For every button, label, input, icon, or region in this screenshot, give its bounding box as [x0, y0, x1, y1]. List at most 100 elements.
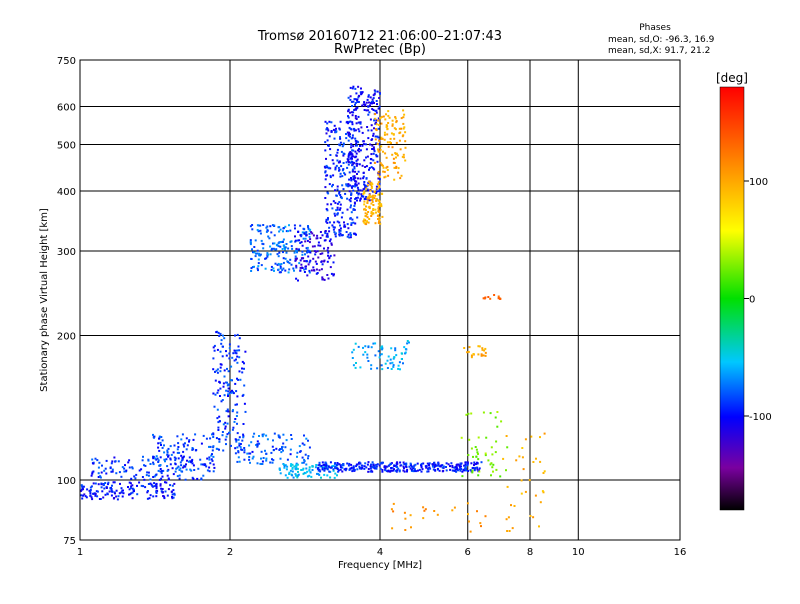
echo-point [468, 438, 471, 441]
echo-point [168, 478, 170, 481]
echo-point [289, 469, 292, 472]
echo-point [339, 175, 342, 178]
echo-point [236, 460, 239, 463]
echo-point [298, 248, 300, 251]
echo-point [404, 146, 407, 149]
echo-point [458, 468, 461, 471]
echo-point [354, 150, 357, 153]
echo-point [296, 467, 299, 470]
echo-point [397, 367, 400, 370]
echo-point [259, 253, 262, 256]
echo-point [300, 241, 303, 244]
echo-point [171, 493, 174, 496]
echo-point [118, 471, 121, 474]
echo-point [338, 160, 341, 163]
echo-point [354, 176, 357, 179]
echo-point [276, 253, 279, 256]
echo-point [130, 492, 133, 495]
echo-point [355, 162, 358, 165]
echo-point [129, 487, 132, 490]
echo-point [379, 353, 382, 356]
echo-point [351, 123, 354, 126]
echo-point [385, 113, 387, 116]
echo-point [324, 186, 327, 189]
echo-point [371, 213, 374, 216]
echo-point [538, 525, 540, 528]
echo-point [475, 455, 478, 458]
echo-point [159, 470, 162, 473]
echo-point [330, 130, 333, 133]
echo-point [341, 175, 344, 178]
echo-point [373, 127, 375, 130]
echo-point [236, 349, 239, 352]
echo-point [374, 354, 377, 357]
echo-point [192, 438, 195, 441]
echo-point [288, 471, 291, 474]
echo-point [342, 188, 345, 191]
echo-point [349, 200, 352, 203]
echo-point [487, 459, 490, 462]
echo-point [354, 222, 357, 225]
echo-point [293, 269, 295, 272]
echo-point [147, 474, 150, 477]
echo-point [351, 157, 353, 160]
echo-point [262, 433, 265, 436]
echo-point [367, 113, 370, 116]
echo-point [334, 462, 337, 465]
echo-point [323, 469, 326, 472]
echo-point [366, 155, 369, 158]
echo-point [143, 464, 145, 467]
echo-point [343, 172, 346, 175]
echo-point [221, 431, 224, 433]
echo-point [259, 224, 262, 227]
echo-point [381, 164, 384, 167]
echo-point [364, 351, 367, 354]
echo-point [355, 164, 358, 167]
echo-point [478, 345, 481, 348]
echo-point [304, 453, 307, 456]
echo-point [220, 400, 223, 403]
echo-point [190, 460, 193, 463]
echo-point [466, 351, 469, 354]
echo-point [266, 225, 269, 228]
echo-point [377, 350, 380, 353]
echo-point [351, 136, 354, 139]
echo-point [304, 267, 307, 270]
echo-point [342, 154, 345, 157]
echo-point [287, 230, 289, 233]
echo-point [491, 453, 494, 456]
echo-point [233, 420, 236, 423]
echo-point [214, 379, 217, 382]
echo-point [543, 470, 546, 473]
echo-point [394, 117, 397, 120]
echo-point [374, 109, 377, 112]
echo-point [296, 475, 299, 477]
echo-point [431, 463, 434, 466]
echo-point [301, 253, 304, 256]
echo-point [392, 157, 395, 160]
echo-point [357, 149, 359, 152]
echo-point [192, 477, 195, 480]
echo-point [186, 444, 189, 447]
echo-point [374, 135, 377, 138]
echo-point [188, 456, 191, 459]
echo-point [332, 200, 335, 203]
echo-point [390, 132, 393, 135]
echo-point [367, 137, 370, 140]
echo-point [105, 487, 108, 489]
echo-point [450, 462, 453, 465]
echo-point [323, 467, 326, 470]
echo-point [243, 362, 245, 365]
echo-point [357, 115, 360, 118]
echo-point [392, 502, 395, 505]
echo-point [351, 470, 354, 473]
echo-point [347, 110, 350, 113]
echo-point [307, 455, 310, 457]
echo-point [226, 408, 229, 411]
echo-point [338, 230, 341, 233]
echo-point [318, 463, 321, 466]
echo-point [321, 276, 324, 279]
echo-point [257, 258, 260, 261]
echo-point [349, 232, 352, 235]
echo-point [366, 216, 369, 219]
